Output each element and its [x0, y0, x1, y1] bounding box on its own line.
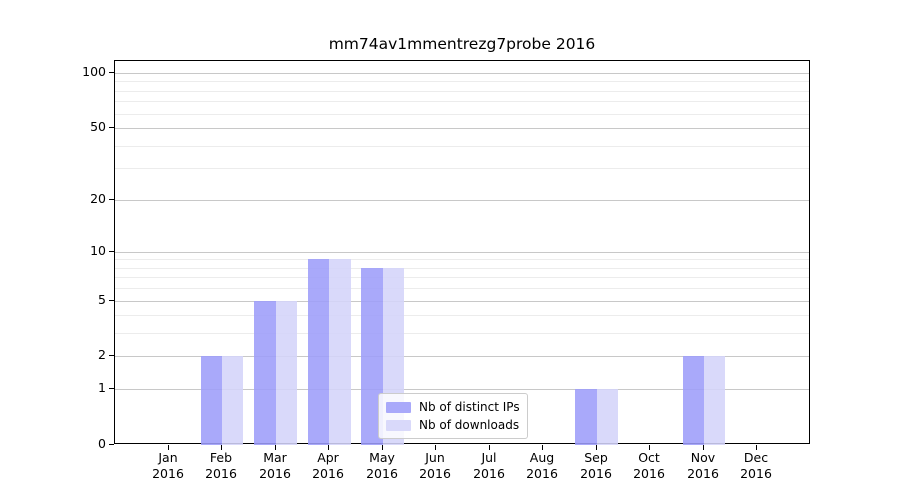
x-tick-label: Oct 2016 [633, 450, 665, 481]
bar-downloads [596, 389, 619, 445]
x-tick-mark [275, 445, 276, 450]
y-tick-mark [109, 127, 114, 128]
x-tick-label: Mar 2016 [259, 450, 291, 481]
x-tick-mark [382, 445, 383, 450]
y-tick-mark [109, 300, 114, 301]
y-tick-label: 5 [98, 292, 106, 307]
x-tick-mark [435, 445, 436, 450]
bar-downloads [222, 356, 244, 445]
x-tick-label: Jul 2016 [473, 450, 505, 481]
gridline-minor [115, 145, 809, 147]
x-tick-mark [168, 445, 169, 450]
gridline-minor [115, 277, 809, 279]
y-tick-mark [109, 388, 114, 389]
x-tick-mark [542, 445, 543, 450]
bar-distinct-ips [575, 389, 597, 445]
bar-downloads [275, 300, 297, 445]
gridline-major [115, 128, 809, 129]
y-tick-mark [109, 251, 114, 252]
y-tick-label: 10 [90, 243, 106, 258]
legend-item-downloads: Nb of downloads [386, 418, 519, 432]
legend-swatch-downloads [386, 419, 411, 431]
x-tick-label: Aug 2016 [526, 450, 558, 481]
gridline-major [115, 389, 809, 391]
gridline-major [115, 356, 809, 358]
gridline-minor [115, 101, 809, 103]
x-tick-mark [649, 445, 650, 450]
gridline-minor [115, 267, 809, 269]
x-tick-label: Sep 2016 [580, 450, 612, 481]
y-tick-label: 2 [98, 347, 106, 362]
legend-label-downloads: Nb of downloads [419, 418, 520, 432]
y-tick-label: 100 [82, 64, 106, 79]
gridline-minor [115, 259, 809, 261]
gridline-major [115, 251, 809, 253]
gridline-minor [115, 333, 809, 335]
y-tick-mark [109, 199, 114, 200]
bar-distinct-ips [254, 300, 276, 445]
legend-item-distinct-ips: Nb of distinct IPs [386, 400, 520, 414]
legend-swatch-distinct-ips [386, 401, 411, 413]
x-tick-label: Apr 2016 [312, 450, 344, 481]
gridline-major [115, 300, 809, 302]
gridline-minor [115, 113, 809, 115]
x-tick-mark [596, 445, 597, 450]
y-tick-label: 20 [90, 191, 106, 206]
gridline-minor [115, 90, 809, 92]
chart-title: mm74av1mmentrezg7probe 2016 [328, 35, 596, 53]
x-tick-mark [489, 445, 490, 450]
x-tick-mark [756, 445, 757, 450]
legend: Nb of distinct IPs Nb of downloads [378, 393, 528, 439]
x-tick-label: Feb 2016 [205, 450, 237, 481]
bar-distinct-ips [682, 356, 704, 445]
gridline-minor [115, 81, 809, 83]
gridline-minor [115, 288, 809, 290]
y-tick-mark [109, 444, 114, 445]
x-tick-label: May 2016 [366, 450, 398, 481]
gridline-major [115, 199, 809, 201]
gridline-minor [115, 315, 809, 317]
x-tick-mark [328, 445, 329, 450]
bar-downloads [329, 259, 351, 445]
gridline-minor [115, 168, 809, 170]
y-tick-mark [109, 355, 114, 356]
x-tick-label: Jan 2016 [152, 450, 184, 481]
gridline-major [115, 72, 809, 74]
x-tick-mark [221, 445, 222, 450]
y-tick-mark [109, 72, 114, 73]
y-tick-label: 1 [98, 380, 106, 395]
legend-label-distinct-ips: Nb of distinct IPs [419, 400, 520, 414]
bar-distinct-ips [200, 356, 223, 445]
x-tick-label: Nov 2016 [687, 450, 719, 481]
bar-downloads [703, 356, 726, 445]
x-tick-label: Jun 2016 [419, 450, 451, 481]
plot-area [114, 60, 810, 445]
x-tick-mark [703, 445, 704, 450]
y-tick-label: 0 [98, 436, 106, 451]
x-tick-label: Dec 2016 [740, 450, 772, 481]
y-tick-label: 50 [90, 119, 106, 134]
bar-distinct-ips [307, 259, 330, 445]
bar-distinct-ips [361, 267, 383, 445]
